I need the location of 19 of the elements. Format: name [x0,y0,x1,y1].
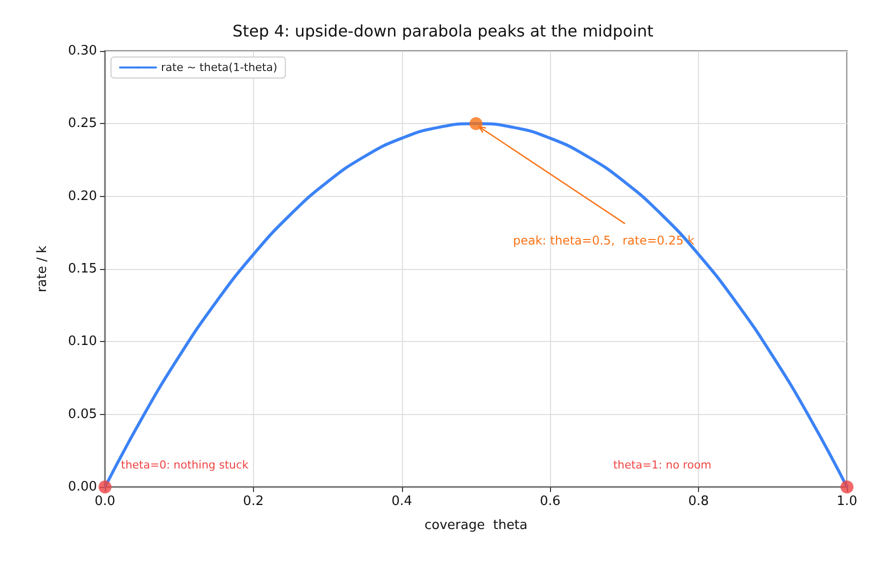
legend-label: rate ~ theta(1-theta) [161,61,278,74]
y-tick-label: 0.15 [68,262,97,276]
y-tick-label: 0.10 [68,334,97,350]
y-tick-label: 0.05 [68,406,97,422]
x-tick-label: 0.2 [243,494,264,509]
annotation: theta=1: no room [613,458,712,472]
x-tick-label: 0.0 [94,494,116,509]
y-tick-label: 0.30 [68,44,97,58]
x-tick-label: 0.6 [540,494,561,509]
annotation: theta=0: nothing stuck [121,458,250,472]
y-axis-title: rate / k [35,245,50,292]
x-tick-label: 1.0 [836,494,858,509]
y-tick-label: 0.25 [68,116,97,132]
y-tick-label: 0.20 [68,188,97,204]
x-tick-label: 0.4 [391,494,412,509]
x-tick-label: 0.8 [688,494,709,509]
chart-title: Step 4: upside-down parabola peaks at the midpoint [232,22,654,40]
x-axis-title: coverage theta [424,518,528,533]
y-tick-label: 0.00 [68,480,97,494]
